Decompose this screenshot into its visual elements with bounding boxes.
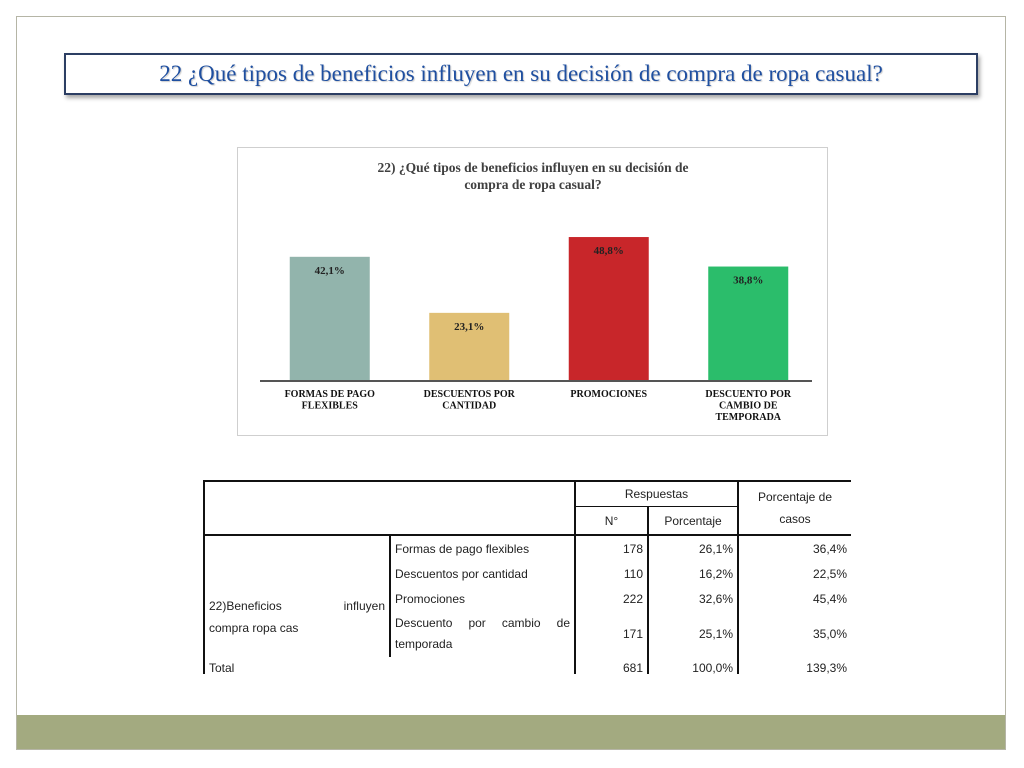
chart-bar <box>568 237 649 381</box>
row-n: 171 <box>575 611 649 657</box>
chart-category-label: CAMBIO DE <box>719 401 778 412</box>
slide-title: 22 ¿Qué tipos de beneficios influyen en … <box>159 61 883 86</box>
header-porcentaje: Porcentaje <box>648 506 739 536</box>
row-label: Formas de pago flexibles <box>390 535 576 561</box>
chart-category-label: PROMOCIONES <box>570 389 647 400</box>
row-group-line-2: compra ropa cas <box>209 620 299 635</box>
row-group-label: 22)Beneficios influyen compra ropa cas <box>203 535 391 657</box>
chart-data-label: 48,8% <box>594 245 624 257</box>
row-n: 178 <box>575 535 649 561</box>
chart-data-label: 42,1% <box>315 265 345 277</box>
row-group-word-2: influyen <box>343 598 385 613</box>
table-corner-cell <box>203 480 576 536</box>
chart-bar <box>289 256 370 381</box>
header-porcentaje-casos: Porcentaje de casos <box>738 480 851 536</box>
total-casos: 139,3% <box>738 657 851 674</box>
footer-bar <box>17 715 1005 749</box>
header-respuestas: Respuestas <box>575 480 739 507</box>
chart-title-line-2: compra de ropa casual? <box>464 177 601 192</box>
row-label: Promociones <box>390 586 576 611</box>
chart-category-label: FLEXIBLES <box>302 401 359 412</box>
bar-chart: 22) ¿Qué tipos de beneficios influyen en… <box>237 147 828 436</box>
slide-title-box: 22 ¿Qué tipos de beneficios influyen en … <box>64 53 978 95</box>
row-label: Descuentos por cantidad <box>390 561 576 586</box>
chart-category-label: DESCUENTO POR <box>705 389 791 400</box>
chart-category-label: FORMAS DE PAGO <box>285 389 376 400</box>
row-n: 222 <box>575 586 649 611</box>
row-label-line-1: Descuento por cambio de <box>395 616 570 630</box>
chart-data-label: 23,1% <box>454 321 484 333</box>
chart-category-label: CANTIDAD <box>442 401 496 412</box>
row-porcentaje: 16,2% <box>648 561 739 586</box>
row-casos: 45,4% <box>738 586 851 611</box>
row-group-word-1: 22)Beneficios <box>209 598 282 613</box>
header-n: N° <box>575 506 649 536</box>
chart-category-label: TEMPORADA <box>715 412 781 423</box>
chart-bar <box>429 312 510 381</box>
chart-category-label: DESCUENTOS POR <box>424 389 516 400</box>
chart-bar <box>708 266 789 381</box>
total-porcentaje: 100,0% <box>648 657 739 674</box>
chart-data-label: 38,8% <box>733 275 763 287</box>
row-n: 110 <box>575 561 649 586</box>
row-porcentaje: 25,1% <box>648 611 739 657</box>
total-n: 681 <box>575 657 649 674</box>
row-label-line-2: temporada <box>395 637 453 651</box>
row-casos: 35,0% <box>738 611 851 657</box>
row-casos: 22,5% <box>738 561 851 586</box>
row-label: Descuento por cambio de temporada <box>390 611 576 657</box>
chart-title-line-1: 22) ¿Qué tipos de beneficios influyen en… <box>378 160 689 175</box>
total-label: Total <box>203 657 576 674</box>
frequency-table: Respuestas Porcentaje de casos N° Porcen… <box>203 480 851 674</box>
row-casos: 36,4% <box>738 535 851 561</box>
chart-svg: 22) ¿Qué tipos de beneficios influyen en… <box>260 160 812 423</box>
row-porcentaje: 32,6% <box>648 586 739 611</box>
row-porcentaje: 26,1% <box>648 535 739 561</box>
